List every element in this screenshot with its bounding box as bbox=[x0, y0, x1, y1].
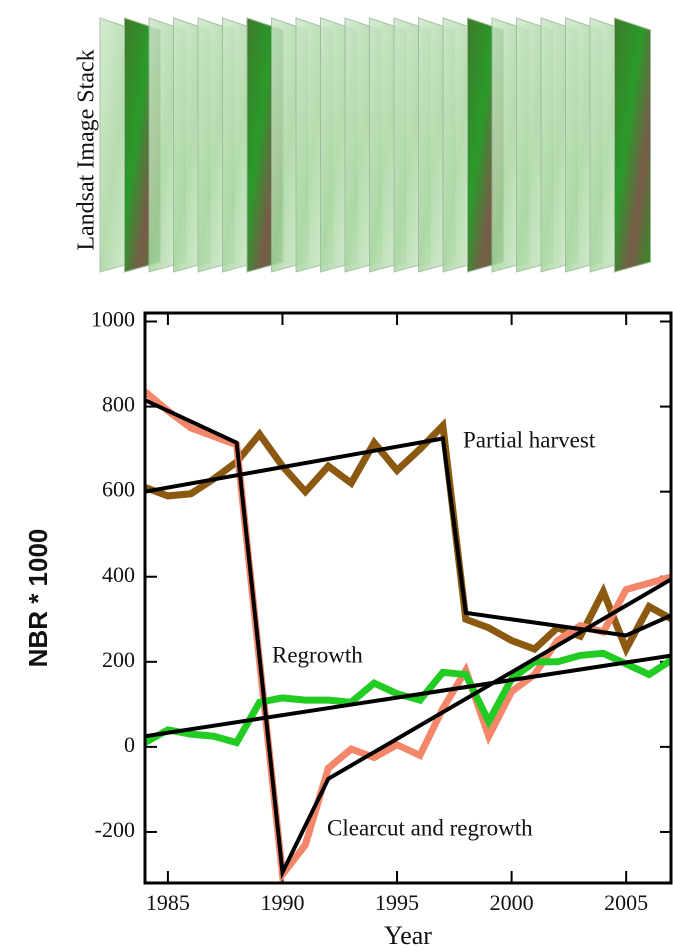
stack-label: Landsat Image Stack bbox=[74, 49, 100, 250]
x-tick-label: 1985 bbox=[146, 890, 190, 915]
x-axis-label: Year bbox=[384, 921, 432, 950]
x-tick-label: 2005 bbox=[604, 890, 648, 915]
annotation: Partial harvest bbox=[463, 427, 596, 452]
x-tick-label: 2000 bbox=[490, 890, 534, 915]
y-tick-label: 400 bbox=[102, 562, 135, 587]
image-stack bbox=[99, 17, 651, 273]
y-tick-label: 200 bbox=[102, 647, 135, 672]
plot-lines bbox=[145, 389, 672, 883]
y-tick-label: 800 bbox=[102, 392, 135, 417]
data-line bbox=[145, 389, 672, 883]
annotation: Clearcut and regrowth bbox=[327, 815, 533, 840]
y-tick-label: -200 bbox=[95, 817, 135, 842]
x-tick-label: 1995 bbox=[375, 890, 419, 915]
y-tick-label: 1000 bbox=[91, 307, 135, 332]
data-line bbox=[145, 418, 672, 658]
image-frame bbox=[614, 17, 651, 273]
fit-line bbox=[145, 653, 672, 739]
x-tick-label: 1990 bbox=[260, 890, 304, 915]
plot-frame bbox=[143, 311, 673, 885]
fit-line bbox=[145, 398, 672, 880]
y-tick-label: 600 bbox=[102, 477, 135, 502]
y-axis-label: NBR * 1000 bbox=[23, 529, 53, 668]
fit-line bbox=[145, 436, 672, 638]
annotation: Regrowth bbox=[272, 642, 363, 667]
y-tick-label: 0 bbox=[124, 732, 135, 757]
